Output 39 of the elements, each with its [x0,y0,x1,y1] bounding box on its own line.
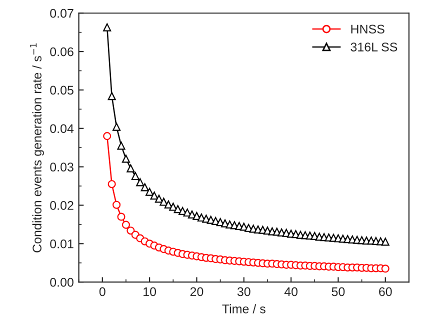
y-tick-label: 0.07 [50,8,74,18]
y-tick-label: 0.04 [50,124,74,134]
y-tick-label: 0.00 [50,278,74,287]
x-tick-label: 60 [379,287,392,296]
point [108,92,116,100]
point [117,142,126,150]
point [103,23,112,32]
point [112,200,121,209]
y-tick-label: 0.02 [50,201,74,210]
x-tick-label: 40 [284,287,298,296]
point [381,264,390,273]
x-tick-label: 50 [332,287,345,296]
x-axis-title: Time / s [222,304,266,314]
y-tick-label: 0.03 [50,162,74,172]
point [103,132,112,140]
legend-label: 316L SS [350,42,398,52]
y-tick-label: 0.05 [50,86,74,95]
point [136,178,144,186]
point [126,164,135,172]
point [140,183,149,192]
x-tick-label: 10 [144,287,156,296]
point [108,180,116,188]
y-axis-title: Condition events generation rate / s$^{−1}$ [30,43,44,252]
point [117,212,126,221]
point [122,154,130,163]
point [146,188,154,196]
x-tick-label: 0 [99,287,106,296]
point [131,172,140,180]
point [160,198,168,206]
y-tick-label: 0.06 [50,47,74,56]
y-tick-label: 0.01 [50,239,74,248]
x-tick-label: 20 [190,287,204,296]
point [150,192,158,200]
point [164,200,172,208]
legend-label: HNSS [351,24,384,34]
point [122,220,130,229]
point [381,238,390,246]
point [112,122,121,131]
x-tick-label: 30 [237,287,250,296]
